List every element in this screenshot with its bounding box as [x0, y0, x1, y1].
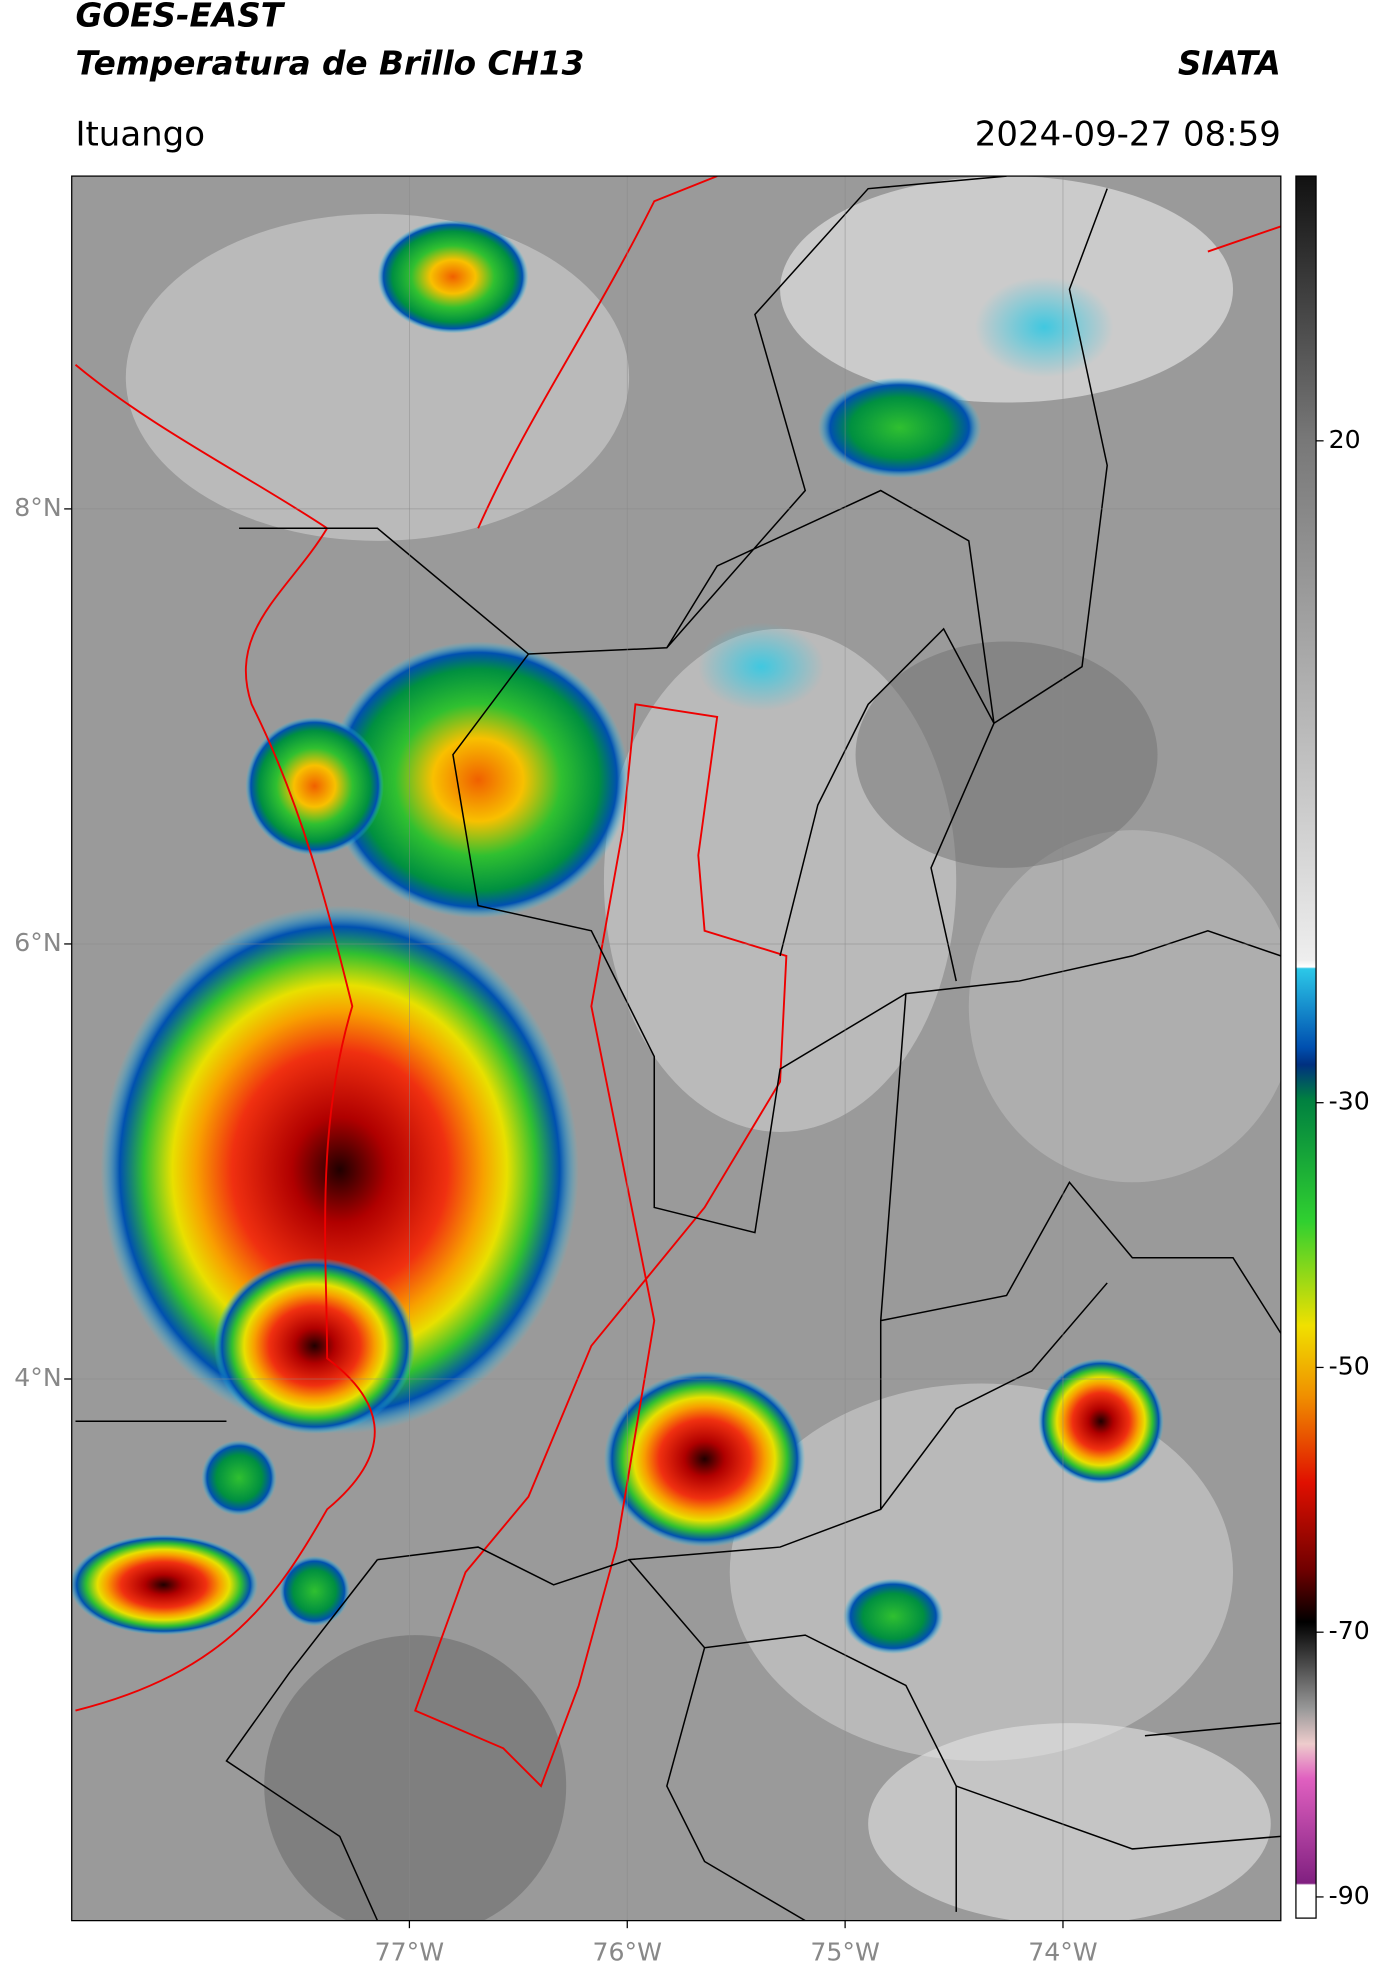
- colorbar: [1295, 175, 1317, 1919]
- colorbar-tick-label: 20: [1329, 425, 1361, 454]
- lon-tick-label: 77°W: [375, 1937, 445, 1966]
- source: SIATA: [1178, 44, 1281, 82]
- datetime: 2024-09-27 08:59: [975, 114, 1281, 154]
- lat-tick-label: 4°N: [14, 1363, 61, 1392]
- colorbar-tick-label: -50: [1329, 1351, 1370, 1380]
- lon-tick-label: 74°W: [1028, 1937, 1098, 1966]
- graticule: [64, 176, 1281, 1929]
- colorbar-tick-label: -90: [1329, 1881, 1370, 1910]
- location: Ituango: [75, 114, 205, 154]
- lon-tick-label: 76°W: [593, 1937, 663, 1966]
- map-frame: [71, 175, 1282, 1922]
- lat-tick-label: 6°N: [14, 928, 61, 957]
- title: GOES-EAST: [75, 0, 285, 35]
- lon-tick-label: 75°W: [810, 1937, 880, 1966]
- colorbar-tick-label: -30: [1329, 1087, 1370, 1116]
- satellite-image: [71, 176, 1281, 1921]
- colorbar-tick-label: -70: [1329, 1616, 1370, 1645]
- lat-tick-label: 8°N: [14, 493, 61, 522]
- subtitle: Temperatura de Brillo CH13: [75, 44, 584, 82]
